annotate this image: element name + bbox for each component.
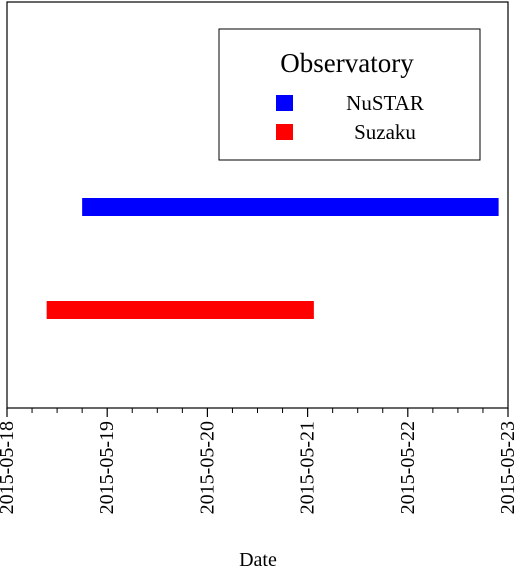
legend-swatch-nustar [276,95,293,111]
x-tick-label: 2015-05-22 [397,421,419,514]
x-tick-label: 2015-05-20 [196,421,218,514]
legend-swatch-suzaku [276,124,293,140]
legend-box [218,28,481,161]
bar-nustar [82,198,499,216]
legend-label-suzaku: Suzaku [354,120,416,144]
legend-label-nustar: NuSTAR [346,91,424,115]
x-axis-label: Date [239,549,277,571]
x-axis-ticks [6,408,509,417]
bar-suzaku [46,301,314,319]
legend-title: Observatory [280,48,414,78]
legend: Observatory NuSTAR Suzaku [218,28,481,161]
x-tick-label: 2015-05-18 [0,421,18,514]
observation-bars [46,198,499,319]
x-tick-label: 2015-05-21 [297,421,319,514]
x-tick-label: 2015-05-19 [96,421,118,514]
x-axis-tick-labels: 2015-05-18 2015-05-19 2015-05-20 2015-05-21… [0,421,519,514]
x-tick-label: 2015-05-23 [497,421,519,514]
